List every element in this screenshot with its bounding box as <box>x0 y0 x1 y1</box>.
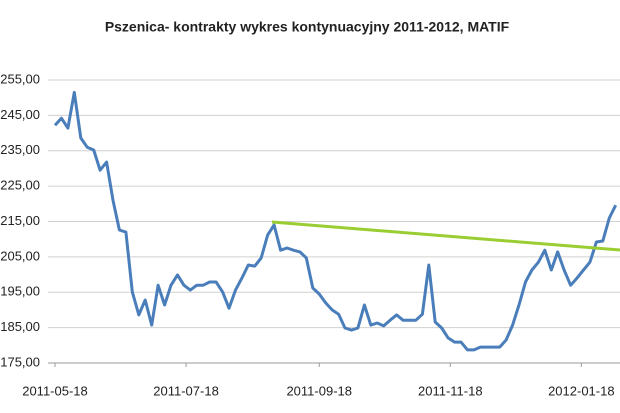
y-tick-label: 255,00 <box>0 71 40 86</box>
data-line <box>53 90 618 352</box>
y-tick-label: 225,00 <box>0 178 40 193</box>
y-tick-label: 185,00 <box>0 319 40 334</box>
y-tick-label: 245,00 <box>0 107 40 122</box>
y-tick-label: 235,00 <box>0 142 40 157</box>
y-tick-label: 205,00 <box>0 248 40 263</box>
y-tick-label: 215,00 <box>0 213 40 228</box>
y-tick-label: 195,00 <box>0 284 40 299</box>
x-tick-label: 2011-05-18 <box>22 383 88 398</box>
y-tick-label: 175,00 <box>0 354 40 369</box>
x-tick-label: 2012-01-18 <box>548 383 615 398</box>
chart-title: Pszenica- kontrakty wykres kontynuacyjny… <box>105 19 510 35</box>
trend-line <box>271 220 620 252</box>
x-tick-label: 2011-11-18 <box>418 383 483 398</box>
x-tick-label: 2011-07-18 <box>153 383 219 398</box>
x-tick-label: 2011-09-18 <box>286 383 352 398</box>
